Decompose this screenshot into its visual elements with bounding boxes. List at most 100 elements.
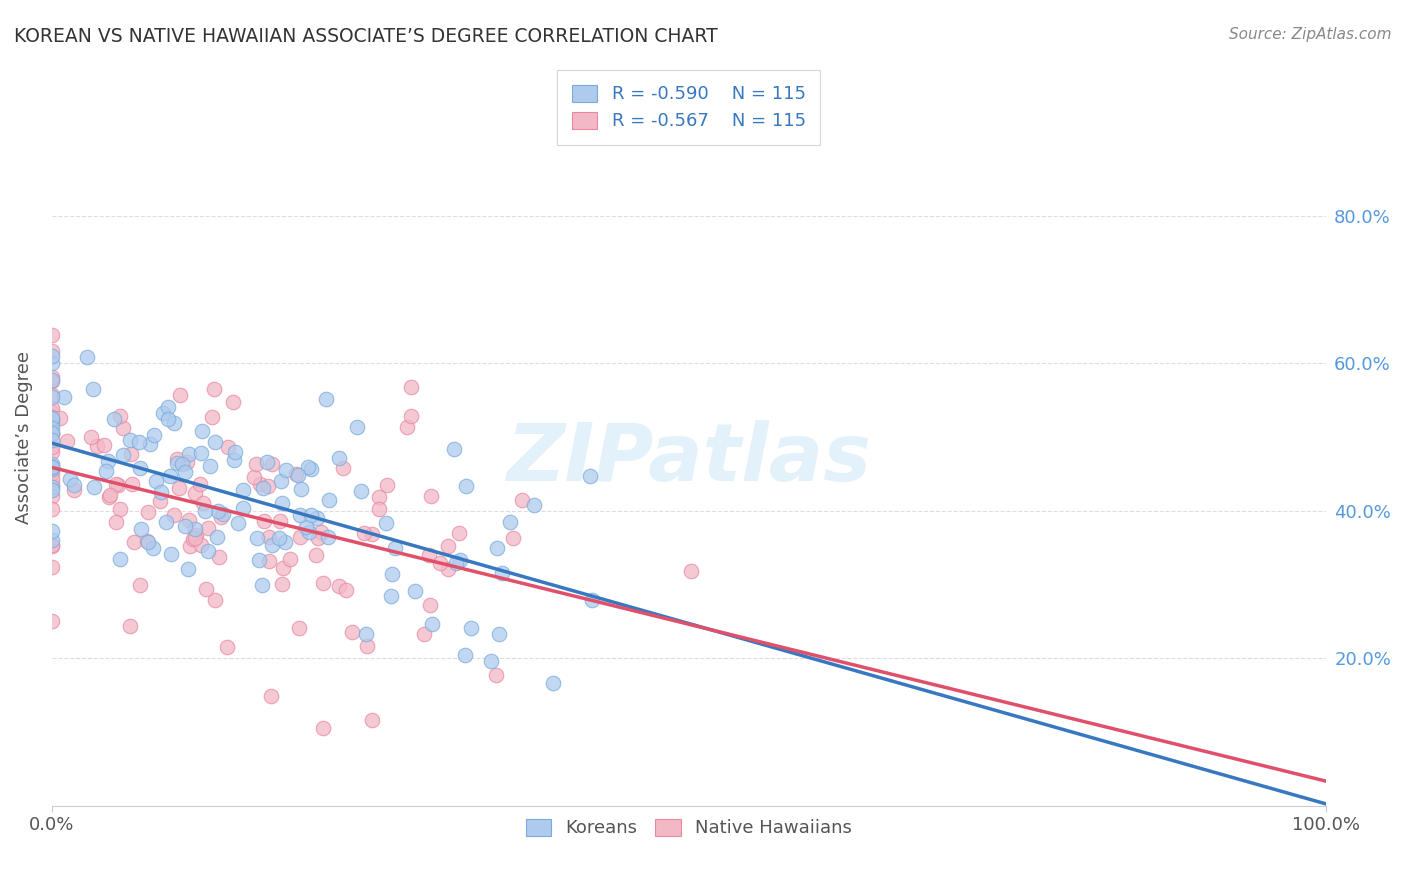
Point — [224, 453, 246, 467]
Point — [156, 412, 179, 426]
Point — [41, 387, 63, 401]
Point — [295, 520, 318, 534]
Point — [262, 538, 284, 552]
Point — [444, 556, 467, 570]
Point — [142, 428, 165, 442]
Point — [41, 533, 63, 548]
Point — [197, 521, 219, 535]
Point — [188, 477, 211, 491]
Point — [41, 328, 63, 343]
Legend: Koreans, Native Hawaiians: Koreans, Native Hawaiians — [519, 812, 859, 845]
Point — [290, 508, 312, 522]
Point — [211, 508, 233, 522]
Point — [361, 527, 384, 541]
Point — [190, 446, 212, 460]
Point — [681, 564, 703, 578]
Point — [271, 561, 294, 575]
Point — [149, 484, 172, 499]
Point — [179, 539, 201, 553]
Point — [107, 478, 129, 492]
Point — [578, 469, 600, 483]
Point — [194, 582, 217, 596]
Point — [454, 648, 477, 663]
Point — [271, 576, 294, 591]
Point — [184, 532, 207, 546]
Point — [271, 496, 294, 510]
Point — [449, 553, 471, 567]
Point — [232, 500, 254, 515]
Point — [41, 411, 63, 425]
Point — [328, 579, 350, 593]
Point — [41, 615, 63, 629]
Point — [41, 537, 63, 551]
Point — [374, 516, 396, 531]
Point — [177, 512, 200, 526]
Point — [270, 475, 292, 489]
Point — [249, 476, 271, 491]
Point — [256, 479, 278, 493]
Point — [108, 409, 131, 423]
Point — [335, 583, 357, 598]
Point — [250, 577, 273, 591]
Point — [479, 654, 502, 668]
Point — [315, 392, 337, 406]
Point — [252, 481, 274, 495]
Point — [197, 543, 219, 558]
Point — [276, 463, 298, 477]
Point — [166, 456, 188, 470]
Point — [98, 488, 121, 502]
Point — [420, 616, 443, 631]
Point — [226, 516, 249, 531]
Point — [97, 453, 120, 467]
Point — [41, 344, 63, 359]
Point — [41, 369, 63, 384]
Point — [257, 553, 280, 567]
Point — [181, 533, 204, 547]
Point — [217, 640, 239, 655]
Point — [94, 464, 117, 478]
Point — [396, 420, 419, 434]
Point — [41, 421, 63, 435]
Point — [269, 514, 291, 528]
Point — [256, 455, 278, 469]
Point — [41, 524, 63, 539]
Point — [86, 439, 108, 453]
Point — [307, 531, 329, 545]
Point — [41, 417, 63, 432]
Point — [243, 470, 266, 484]
Point — [159, 548, 181, 562]
Point — [377, 478, 399, 492]
Point — [186, 528, 208, 542]
Point — [260, 457, 283, 471]
Point — [207, 529, 229, 543]
Point — [311, 525, 333, 540]
Point — [456, 479, 478, 493]
Point — [247, 552, 270, 566]
Point — [120, 433, 142, 447]
Point — [41, 501, 63, 516]
Point — [112, 421, 135, 435]
Point — [155, 515, 177, 529]
Point — [191, 496, 214, 510]
Point — [49, 411, 72, 425]
Point — [209, 510, 232, 524]
Point — [290, 482, 312, 496]
Point — [443, 442, 465, 457]
Point — [41, 414, 63, 428]
Point — [332, 461, 354, 475]
Point — [499, 515, 522, 529]
Point — [384, 541, 406, 556]
Point — [278, 551, 301, 566]
Point — [83, 480, 105, 494]
Point — [208, 549, 231, 564]
Point — [404, 584, 426, 599]
Point — [59, 472, 82, 486]
Point — [76, 351, 98, 365]
Point — [297, 459, 319, 474]
Point — [207, 504, 229, 518]
Point — [299, 508, 322, 522]
Point — [523, 498, 546, 512]
Point — [104, 515, 127, 529]
Point — [204, 592, 226, 607]
Point — [41, 559, 63, 574]
